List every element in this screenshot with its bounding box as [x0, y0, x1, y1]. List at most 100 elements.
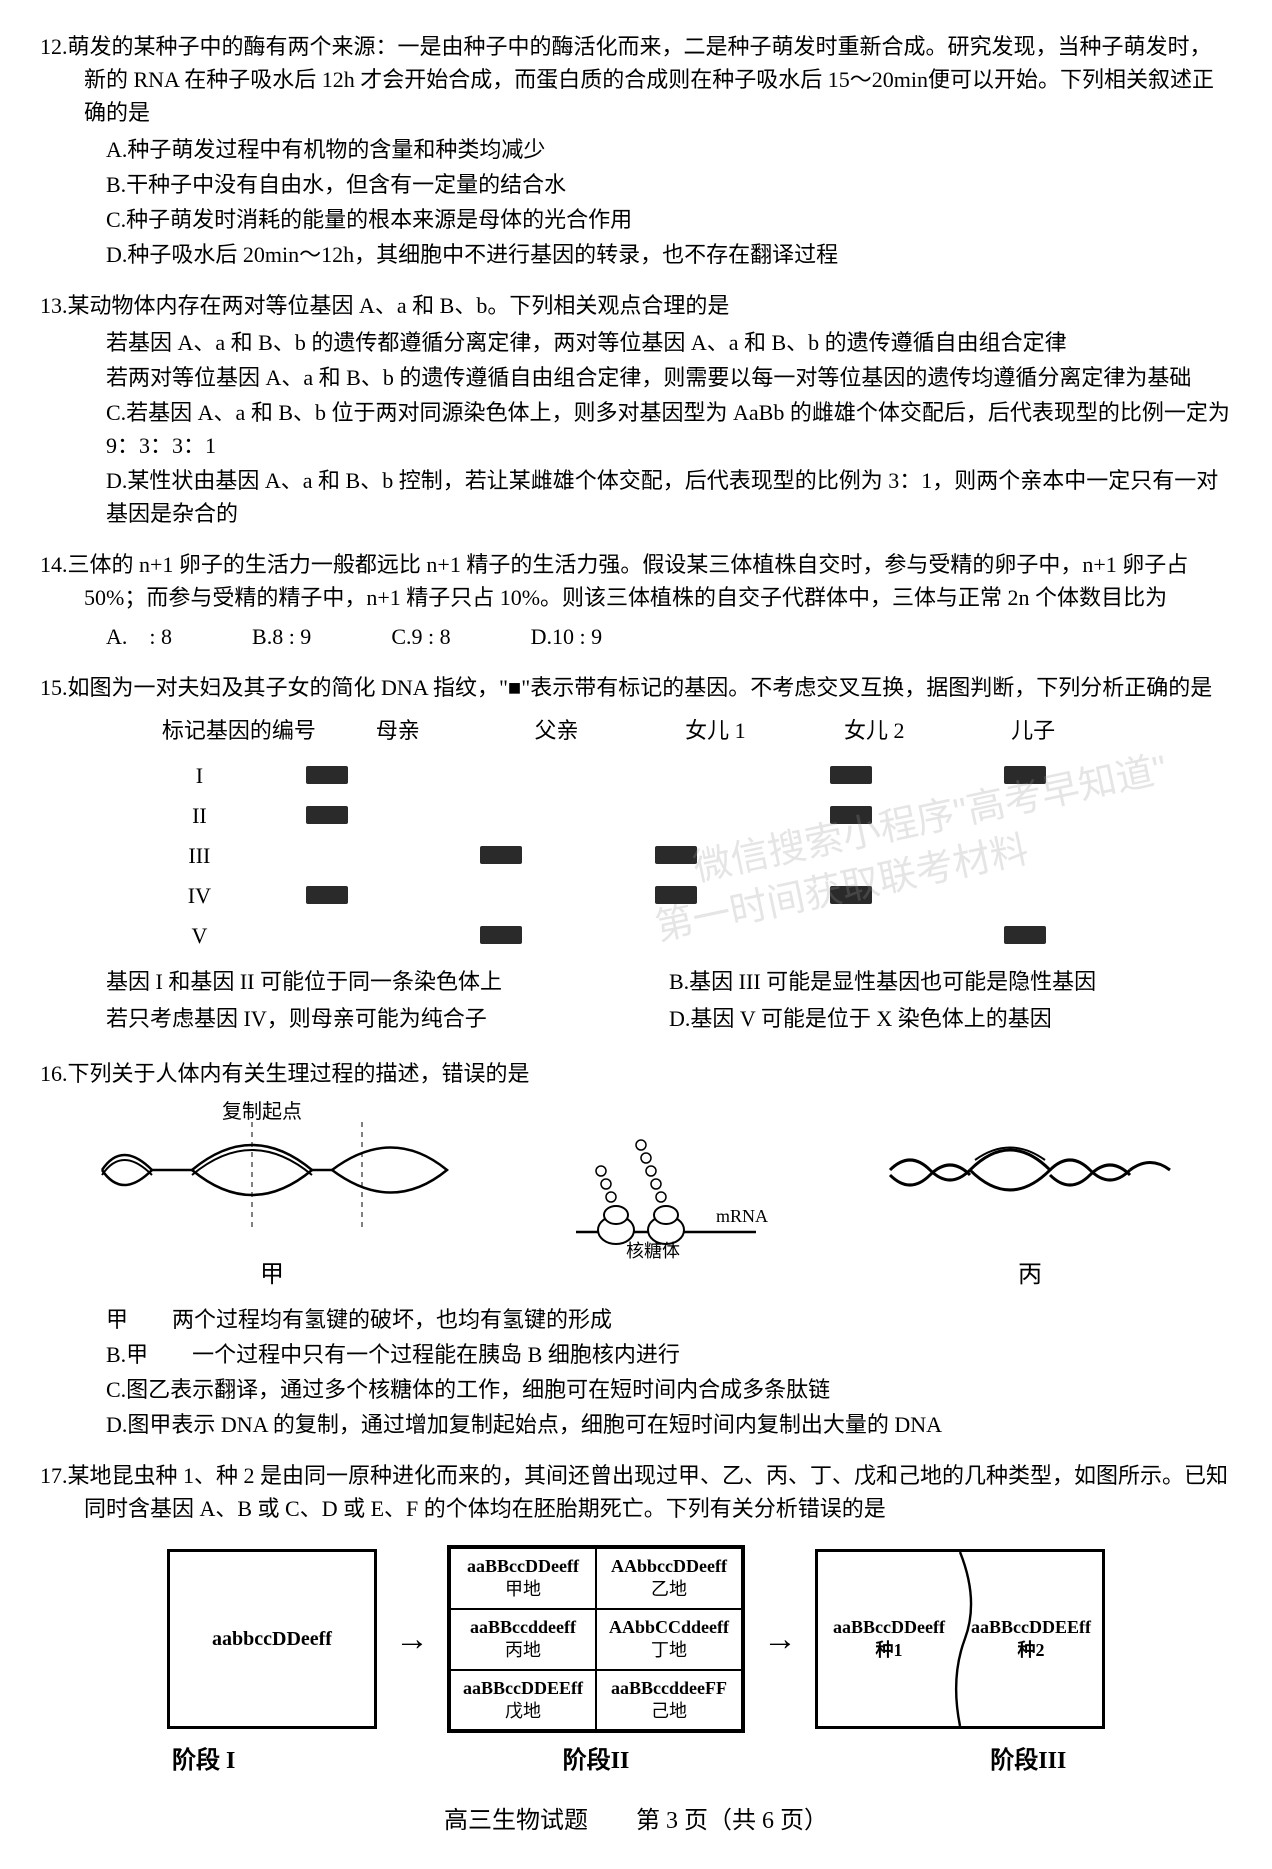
dna-row: V: [129, 915, 1142, 955]
dna-cell: [414, 926, 589, 944]
dna-cell: [589, 926, 764, 944]
dna-cell: [763, 926, 938, 944]
q17-evolution-diagram: aabbccDDeeff → aaBBccDDeeff甲地AAbbccDDeef…: [40, 1545, 1232, 1733]
fig-jia-label: 甲: [92, 1257, 452, 1293]
dna-cell: [414, 766, 589, 784]
stage2-cell: aaBBccddeeff丙地: [450, 1609, 596, 1670]
q14-option-a: A. : 8: [106, 620, 172, 653]
dna-header-0: 标记基因的编号: [159, 714, 318, 747]
q14-option-c: C.9 : 8: [391, 620, 450, 653]
q14-option-d: D.10 : 9: [531, 620, 603, 653]
gene-empty: [306, 926, 348, 944]
figure-yi: mRNA 核糖体: [556, 1122, 776, 1271]
q16-stem: 16.下列关于人体内有关生理过程的描述，错误的是: [40, 1057, 1232, 1090]
stage2-grid: aaBBccDDeeff甲地AAbbccDDeeff乙地aaBBccddeeff…: [447, 1545, 745, 1733]
dna-fingerprint-table: 标记基因的编号 母亲 父亲 女儿 1 女儿 2 儿子 IIIIIIIVV: [129, 714, 1142, 955]
gene-marker-icon: [306, 886, 348, 904]
gene-marker-icon: [480, 846, 522, 864]
gene-empty: [480, 806, 522, 824]
q13-option-a: 若基因 A、a 和 B、b 的遗传都遵循分离定律，两对等位基因 A、a 和 B、…: [40, 326, 1232, 359]
q15-stem: 15.如图为一对夫妇及其子女的简化 DNA 指纹，"■"表示带有标记的基因。不考…: [40, 671, 1232, 704]
q16-option-b: B.甲 一个过程中只有一个过程能在胰岛 B 细胞核内进行: [40, 1338, 1232, 1371]
gene-empty: [1004, 846, 1046, 864]
dna-cell: [239, 926, 414, 944]
question-16: 16.下列关于人体内有关生理过程的描述，错误的是 复制起点 甲 mRNA: [40, 1057, 1232, 1441]
figure-bing: 丙: [880, 1100, 1180, 1293]
question-15: 15.如图为一对夫妇及其子女的简化 DNA 指纹，"■"表示带有标记的基因。不考…: [40, 671, 1232, 1039]
dna-row: III: [129, 835, 1142, 875]
svg-text:mRNA: mRNA: [716, 1206, 768, 1226]
question-14: 14.三体的 n+1 卵子的生活力一般都远比 n+1 精子的生活力强。假设某三体…: [40, 548, 1232, 653]
dna-header-5: 儿子: [954, 714, 1113, 747]
origin-label-svg: 复制起点: [222, 1100, 302, 1123]
question-17: 17.某地昆虫种 1、种 2 是由同一原种进化而来的，其间还曾出现过甲、乙、丙、…: [40, 1459, 1232, 1779]
svg-text:核糖体: 核糖体: [626, 1241, 680, 1261]
q13-option-c: C.若基因 A、a 和 B、b 位于两对同源染色体上，则多对基因型为 AaBb …: [40, 396, 1232, 462]
q14-stem: 14.三体的 n+1 卵子的生活力一般都远比 n+1 精子的生活力强。假设某三体…: [40, 548, 1232, 614]
gene-empty: [1004, 886, 1046, 904]
gene-marker-icon: [830, 886, 872, 904]
dna-row-label: II: [159, 799, 239, 832]
gene-marker-icon: [1004, 766, 1046, 784]
q15-option-c: 若只考虑基因 IV，则母亲可能为纯合子: [106, 1002, 669, 1035]
q12-option-b: B.干种子中没有自由水，但含有一定量的结合水: [40, 168, 1232, 201]
q13-option-d: D.某性状由基因 A、a 和 B、b 控制，若让某雌雄个体交配，后代表现型的比例…: [40, 464, 1232, 530]
q12-option-c: C.种子萌发时消耗的能量的根本来源是母体的光合作用: [40, 203, 1232, 236]
q15-option-b: B.基因 III 可能是显性基因也可能是隐性基因: [669, 965, 1232, 998]
q13-stem: 13.某动物体内存在两对等位基因 A、a 和 B、b。下列相关观点合理的是: [40, 289, 1232, 322]
q17-stem: 17.某地昆虫种 1、种 2 是由同一原种进化而来的，其间还曾出现过甲、乙、丙、…: [40, 1459, 1232, 1525]
gene-marker-icon: [306, 806, 348, 824]
fig-bing-label: 丙: [880, 1257, 1180, 1293]
gene-marker-icon: [306, 766, 348, 784]
gene-empty: [1004, 806, 1046, 824]
dna-header-4: 女儿 2: [795, 714, 954, 747]
dna-row: IV: [129, 875, 1142, 915]
arrow-icon: →: [395, 1614, 429, 1665]
dna-cell: [763, 766, 938, 784]
arrow-icon: →: [763, 1614, 797, 1665]
dna-row-label: IV: [159, 879, 239, 912]
question-12: 12.萌发的某种子中的酶有两个来源：一是由种子中的酶活化而来，二是种子萌发时重新…: [40, 30, 1232, 271]
gene-empty: [655, 766, 697, 784]
dna-cell: [414, 846, 589, 864]
dna-cell: [239, 886, 414, 904]
dna-cell: [763, 846, 938, 864]
stage2-cell: aaBBccddeeFF己地: [596, 1670, 742, 1731]
question-13: 13.某动物体内存在两对等位基因 A、a 和 B、b。下列相关观点合理的是 若基…: [40, 289, 1232, 530]
dna-cell: [938, 926, 1113, 944]
dna-cell: [414, 806, 589, 824]
q16-option-d: D.图甲表示 DNA 的复制，通过增加复制起始点，细胞可在短时间内复制出大量的 …: [40, 1408, 1232, 1441]
gene-marker-icon: [1004, 926, 1046, 944]
dna-cell: [763, 886, 938, 904]
dna-header-2: 父亲: [477, 714, 636, 747]
stage2-cell: aaBBccDDEEff戊地: [450, 1670, 596, 1731]
stage2-cell: aaBBccDDeeff甲地: [450, 1548, 596, 1609]
gene-empty: [655, 926, 697, 944]
dna-row-label: III: [159, 839, 239, 872]
gene-marker-icon: [830, 806, 872, 824]
gene-empty: [830, 926, 872, 944]
page-footer: 高三生物试题 第 3 页（共 6 页）: [40, 1803, 1232, 1839]
stage2-cell: AAbbCCddeeff丁地: [596, 1609, 742, 1670]
dna-row-label: I: [159, 759, 239, 792]
dna-cell: [938, 766, 1113, 784]
q15-option-d: D.基因 V 可能是位于 X 染色体上的基因: [669, 1002, 1232, 1035]
stage3-label: 阶段III: [883, 1743, 1173, 1779]
dna-cell: [589, 846, 764, 864]
q12-option-d: D.种子吸水后 20min～12h，其细胞中不进行基因的转录，也不存在翻译过程: [40, 238, 1232, 271]
stage2-cell: AAbbccDDeeff乙地: [596, 1548, 742, 1609]
gene-marker-icon: [655, 886, 697, 904]
dna-row-label: V: [159, 919, 239, 952]
dna-cell: [239, 806, 414, 824]
dna-row: I: [129, 755, 1142, 795]
gene-empty: [306, 846, 348, 864]
gene-empty: [480, 886, 522, 904]
gene-marker-icon: [480, 926, 522, 944]
dna-header-3: 女儿 1: [636, 714, 795, 747]
q12-stem: 12.萌发的某种子中的酶有两个来源：一是由种子中的酶活化而来，二是种子萌发时重新…: [40, 30, 1232, 129]
dna-row: II: [129, 795, 1142, 835]
gene-marker-icon: [655, 846, 697, 864]
dna-cell: [239, 846, 414, 864]
dna-cell: [589, 806, 764, 824]
dna-cell: [239, 766, 414, 784]
